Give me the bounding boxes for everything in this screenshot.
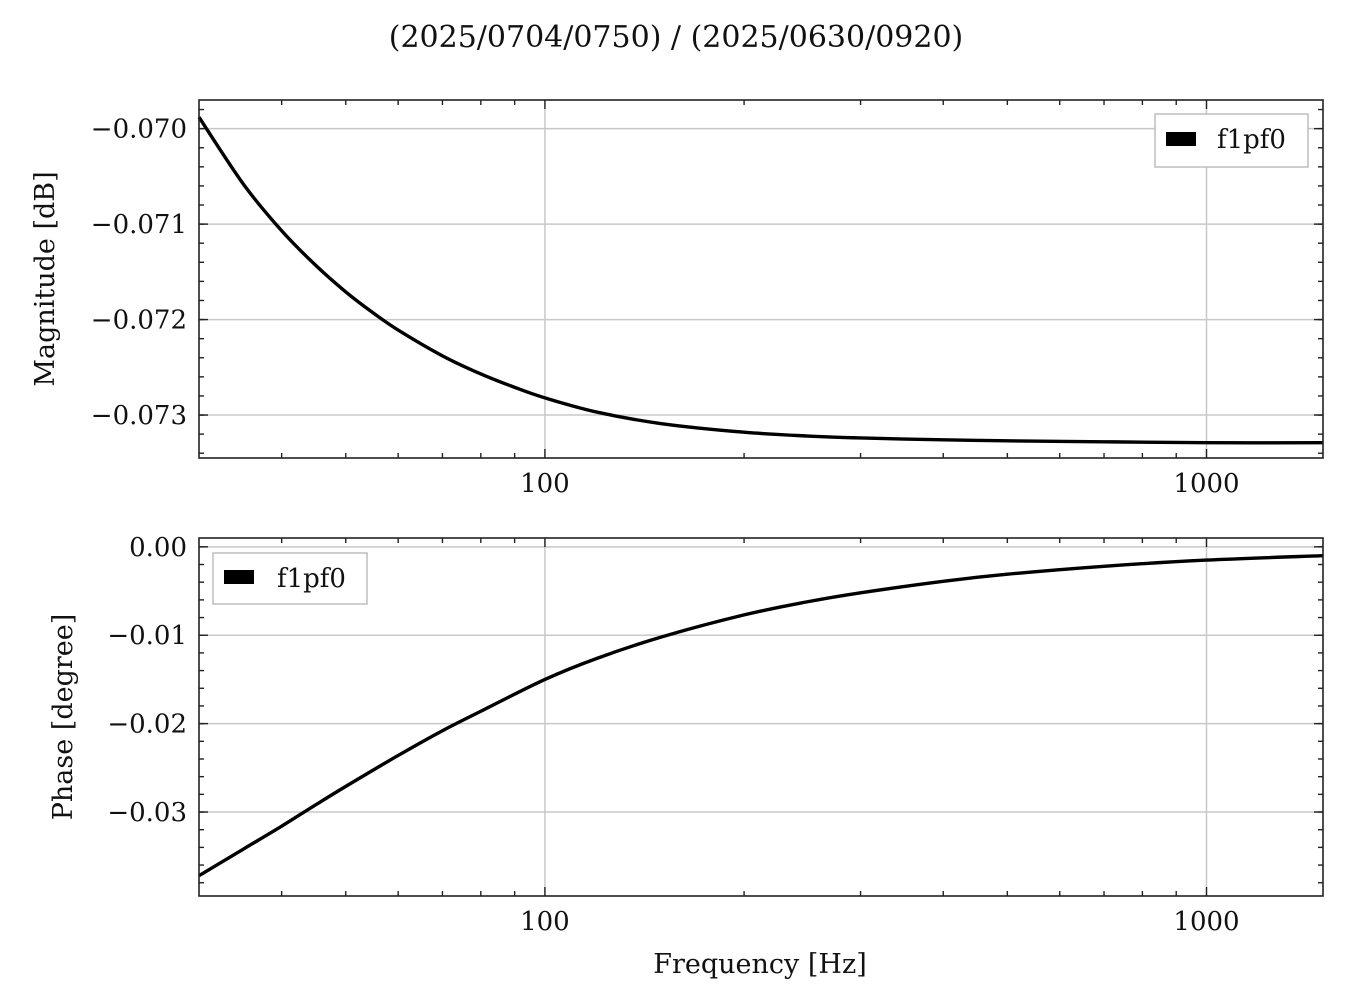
- y-tick-label: −0.072: [91, 306, 187, 336]
- legend-swatch: [224, 570, 254, 584]
- y-tick-label: −0.01: [107, 621, 187, 651]
- legend-label: f1pf0: [1217, 125, 1286, 155]
- magnitude-series: [197, 116, 1324, 445]
- x-tick-label: 100: [520, 907, 570, 937]
- y-tick-label: −0.071: [91, 210, 187, 240]
- chart-title: (2025/0704/0750) / (2025/0630/0920): [389, 20, 964, 55]
- legend-swatch: [1166, 132, 1196, 146]
- phase-ticks: 100 1000 0.00 −0.01 −0.02 −0.03: [107, 533, 1323, 937]
- legend-label: f1pf0: [277, 564, 346, 594]
- y-tick-label: −0.070: [91, 115, 187, 145]
- phase-axes-frame: [198, 537, 1324, 897]
- y-tick-label: −0.02: [107, 710, 187, 740]
- series-line: [197, 116, 1324, 445]
- x-tick-label: 100: [520, 469, 570, 499]
- phase-legend: f1pf0: [212, 552, 368, 605]
- phase-ylabel: Phase [degree]: [48, 614, 79, 821]
- magnitude-panel: 100 1000 −0.070 −0.071 −0.072 −0.073 Magnitud…: [30, 99, 1324, 499]
- y-tick-label: −0.03: [107, 798, 187, 828]
- magnitude-ylabel: Magnitude [dB]: [30, 171, 61, 386]
- magnitude-ticks: 100 1000 −0.070 −0.071 −0.072 −0.073: [91, 100, 1323, 499]
- y-tick-label: 0.00: [129, 533, 187, 563]
- magnitude-legend: f1pf0: [1154, 113, 1309, 168]
- x-tick-label: 1000: [1173, 907, 1239, 937]
- phase-panel: 100 1000 0.00 −0.01 −0.02 −0.03 Phase [degree…: [48, 533, 1324, 980]
- phase-grid: [199, 538, 1323, 896]
- series-line: [198, 553, 1324, 878]
- phase-series: [198, 553, 1324, 878]
- x-tick-label: 1000: [1173, 469, 1239, 499]
- y-tick-label: −0.073: [91, 401, 187, 431]
- phase-xlabel: Frequency [Hz]: [653, 949, 866, 980]
- magnitude-axes-frame: [198, 99, 1324, 459]
